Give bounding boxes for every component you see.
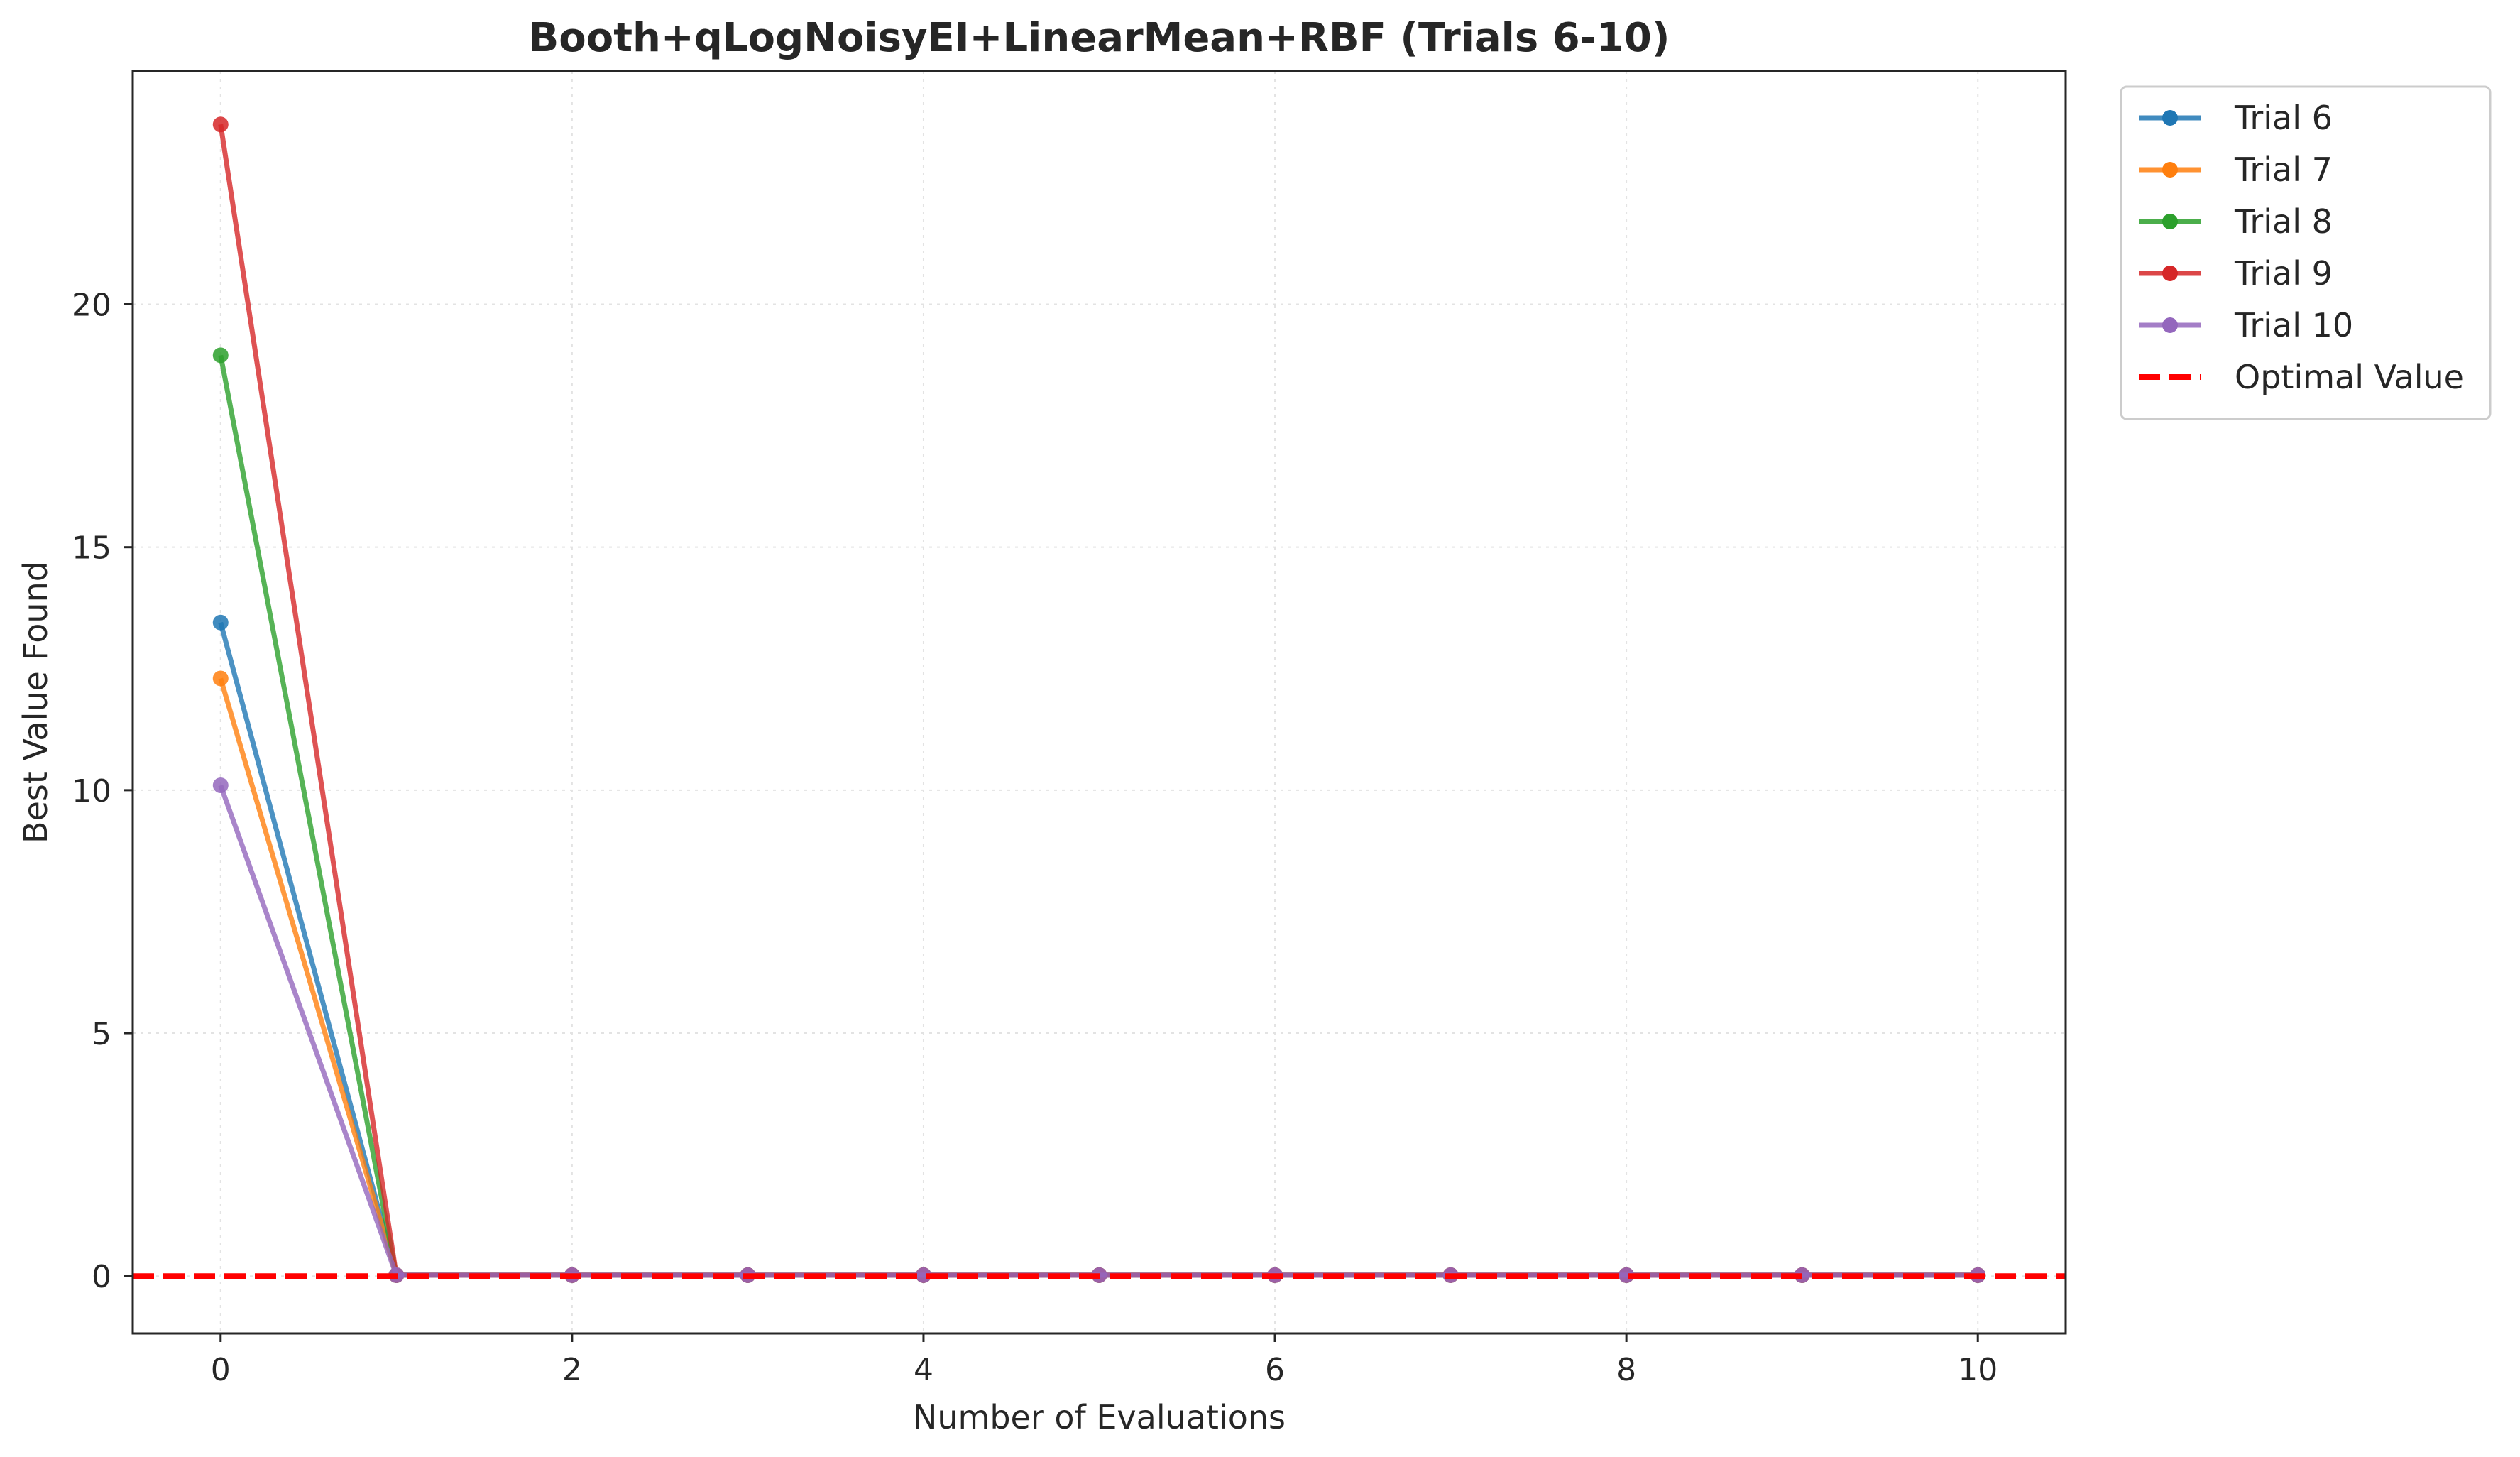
data-point	[1618, 1267, 1635, 1283]
data-point	[212, 777, 229, 794]
legend-entry: Trial 9	[2139, 254, 2333, 293]
y-tick-label: 20	[72, 287, 111, 323]
data-point	[212, 347, 229, 364]
data-point	[212, 670, 229, 687]
y-tick-label: 0	[92, 1259, 111, 1295]
legend-marker	[2162, 110, 2178, 126]
y-axis-label: Best Value Found	[16, 561, 55, 844]
y-tick-label: 5	[92, 1016, 111, 1052]
x-tick-label: 10	[1958, 1352, 1998, 1388]
legend-entry: Trial 10	[2139, 306, 2353, 344]
legend-label: Trial 6	[2234, 99, 2333, 137]
data-point	[212, 614, 229, 631]
x-tick-label: 8	[1616, 1352, 1636, 1388]
x-tick-label: 6	[1265, 1352, 1285, 1388]
legend-entry: Trial 8	[2139, 202, 2333, 241]
plot-frame	[131, 70, 2067, 1335]
legend-entry: Trial 6	[2139, 99, 2333, 137]
x-tick-label: 2	[562, 1352, 582, 1388]
x-tick-label: 0	[211, 1352, 231, 1388]
legend-box	[2120, 85, 2492, 420]
legend-marker	[2162, 214, 2178, 229]
data-point	[915, 1267, 931, 1283]
x-tick-label: 4	[914, 1352, 933, 1388]
legend-marker	[2162, 317, 2178, 333]
plot-area	[133, 116, 2066, 1283]
chart-title: Booth+qLogNoisyEI+LinearMean+RBF (Trials…	[529, 15, 1670, 61]
axes: 0 2 4 6 8 10 0 5 10 15 20	[72, 287, 1998, 1388]
x-axis-label: Number of Evaluations	[913, 1398, 1286, 1436]
legend-label: Trial 7	[2234, 151, 2333, 189]
legend-label: Optimal Value	[2235, 358, 2464, 396]
data-point	[212, 116, 229, 133]
y-tick-label: 15	[72, 530, 111, 567]
legend-marker	[2162, 266, 2178, 281]
y-tick-label: 10	[72, 773, 111, 809]
legend-label: Trial 8	[2234, 202, 2333, 241]
legend-marker	[2162, 162, 2178, 178]
legend-entry: Optimal Value	[2139, 358, 2464, 396]
legend-label: Trial 9	[2234, 254, 2333, 293]
legend-label: Trial 10	[2234, 306, 2353, 344]
legend-entry: Trial 7	[2139, 151, 2333, 189]
legend: Trial 6 Trial 7 Trial 8 Trial 9 Trial 10 Opti…	[2120, 85, 2492, 420]
